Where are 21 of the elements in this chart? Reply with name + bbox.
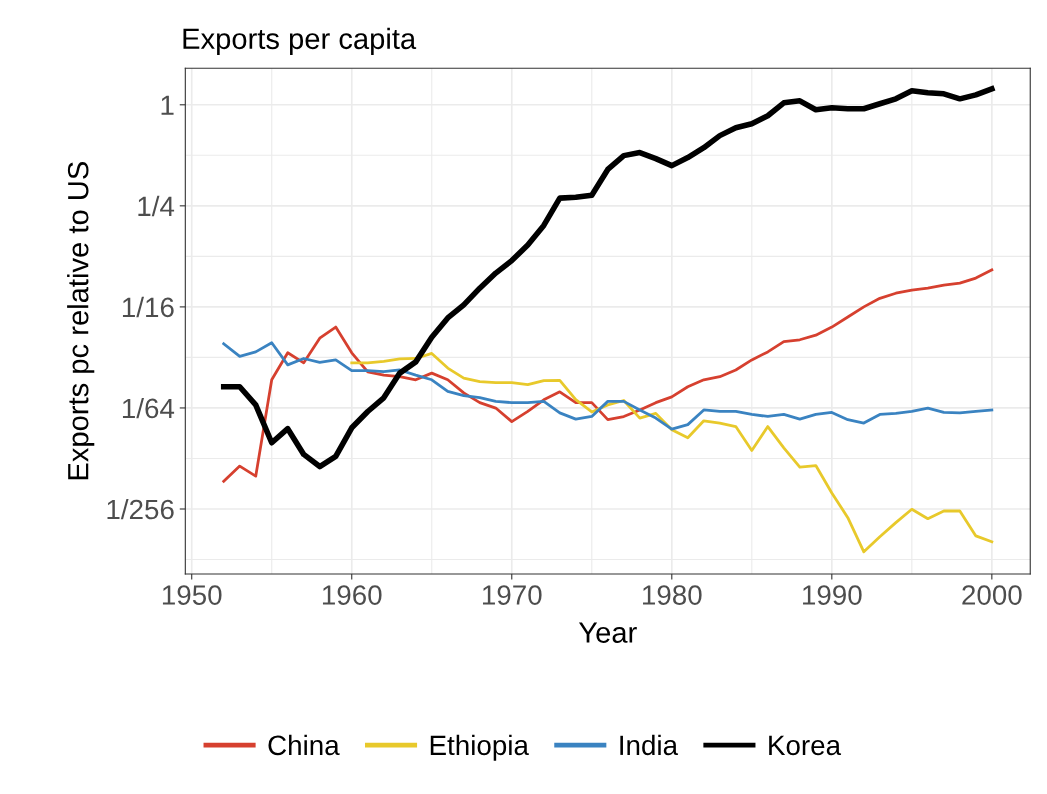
x-tick-label: 1980: [643, 585, 702, 605]
line-series: [222, 268, 994, 483]
x-tick-label: 1950: [162, 585, 222, 605]
legend-label: China: [268, 734, 340, 756]
y-tick-label: 1: [161, 95, 174, 115]
x-tick-label: 2000: [962, 585, 1022, 605]
chart-title: Exports per capita: [183, 27, 417, 55]
x-tick-label: 1990: [803, 585, 862, 605]
y-tick-label: 1/16: [122, 296, 174, 318]
legend-label: India: [620, 734, 679, 756]
y-tick-label: 1/256: [107, 498, 174, 520]
x-tick-label: 1970: [482, 585, 542, 605]
legend-label: Korea: [769, 735, 842, 756]
y-tick-label: 1/4: [138, 195, 175, 217]
x-tick-label: 1960: [322, 585, 382, 605]
line-series: [222, 341, 994, 431]
y-axis-title: Exports pc relative to US: [67, 162, 95, 480]
line-series: [350, 352, 994, 554]
x-axis-title: Year: [578, 622, 637, 643]
y-tick-label: 1/64: [122, 397, 175, 419]
legend-label: Ethiopia: [430, 734, 529, 761]
